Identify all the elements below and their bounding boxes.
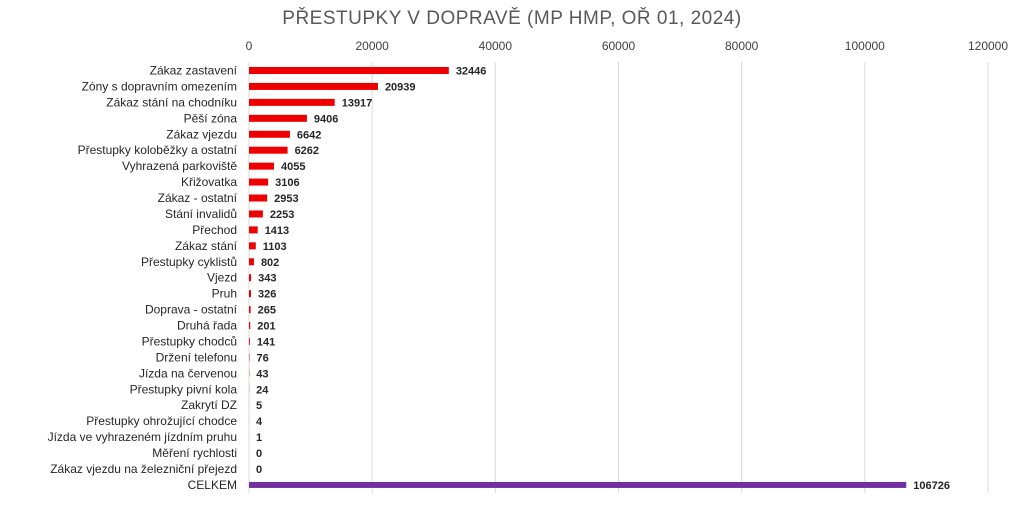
grid-layer [248,62,989,493]
bar [249,226,258,234]
bars [249,67,907,488]
bar [249,210,263,218]
x-tick-label: 80000 [725,39,759,53]
x-tick-label: 100000 [845,39,885,53]
category-label: Pěší zóna [184,111,238,125]
bar [249,114,307,122]
bar [249,98,335,106]
data-label: 106726 [913,480,950,492]
data-label: 13917 [342,97,373,109]
data-label: 6642 [297,129,321,141]
category-label: Druhá řada [177,319,237,333]
bar [249,82,378,90]
x-tick-label: 120000 [968,39,1008,53]
category-label: Jízda na červenou [139,366,237,380]
category-label: Přestupky pivní kola [130,382,238,396]
value-labels: 32446 20939 13917 9406 6642 6262 4055 3106 2953 2… [256,66,950,492]
category-label: Přechod [192,223,237,237]
bar [249,146,288,154]
bar [249,337,250,345]
data-label: 1413 [265,225,289,237]
data-label: 2953 [274,193,298,205]
data-label: 265 [258,305,276,317]
data-label: 5 [256,400,262,412]
data-label: 43 [256,368,268,380]
x-tick-label: 60000 [602,39,636,53]
data-label: 343 [258,273,276,285]
x-tick-label: 40000 [479,39,513,53]
chart-title: PŘESTUPKY V DOPRAVĚ (MP HMP, OŘ 01, 2024… [282,8,742,29]
data-label: 0 [256,464,262,476]
category-label: Přestupky ohrožující chodce [86,414,237,428]
data-label: 76 [256,352,268,364]
x-tick-label: 20000 [355,39,389,53]
data-label: 32446 [456,66,487,78]
category-label: Přestupky chodců [142,334,237,348]
category-label: Zákaz vjezdu na železniční přejezd [50,462,237,476]
category-label: Doprava - ostatní [145,303,238,317]
category-label: Vyhrazená parkoviště [122,159,237,173]
data-label: 802 [261,257,279,269]
bar [249,258,254,266]
bar [249,130,290,138]
bar [249,274,252,282]
category-label: Zákaz vjezdu [166,127,237,141]
x-tick-label: 0 [246,39,253,53]
bar [249,194,268,202]
category-label: Zákaz stání [175,239,238,253]
bar [249,306,251,314]
data-label: 6262 [295,145,319,157]
category-label: Přestupky koloběžky a ostatní [78,143,238,157]
category-label: Zákaz zastavení [150,64,238,78]
category-label: Vjezd [207,271,237,285]
data-label: 326 [258,289,276,301]
category-label: Stání invalidů [165,207,237,221]
category-label: Zákaz stání na chodníku [106,95,237,109]
bar-total [249,481,907,488]
bar [249,178,269,186]
data-label: 4 [256,416,263,428]
data-label: 201 [257,321,275,333]
bar [249,67,449,74]
category-label: Zakrytí DZ [181,398,237,412]
data-label: 9406 [314,113,338,125]
category-label: Zákaz - ostatní [158,191,238,205]
category-label: Pruh [212,287,237,301]
bar [249,322,251,330]
category-label: Zóny s dopravním omezením [82,79,237,93]
data-label: 2253 [270,209,294,221]
data-label: 0 [256,448,262,460]
bar [249,162,274,170]
bar [249,242,256,250]
data-label: 141 [257,336,275,348]
data-label: 1 [256,432,262,444]
category-label: Přestupky cyklistů [141,255,237,269]
category-label: Křižovatka [181,175,237,189]
category-label: Jízda ve vyhrazeném jízdním pruhu [48,430,237,444]
data-label: 24 [256,384,269,396]
x-axis-ticks: 0 20000 40000 60000 80000 100000 120000 [246,39,1009,53]
bar [249,290,252,298]
data-label: 1103 [263,241,287,253]
data-label: 4055 [281,161,305,173]
category-label: CELKEM [188,478,237,492]
data-label: 3106 [275,177,299,189]
data-label: 20939 [385,81,416,93]
category-label: Držení telefonu [156,350,237,364]
category-label: Měření rychlosti [152,446,237,460]
